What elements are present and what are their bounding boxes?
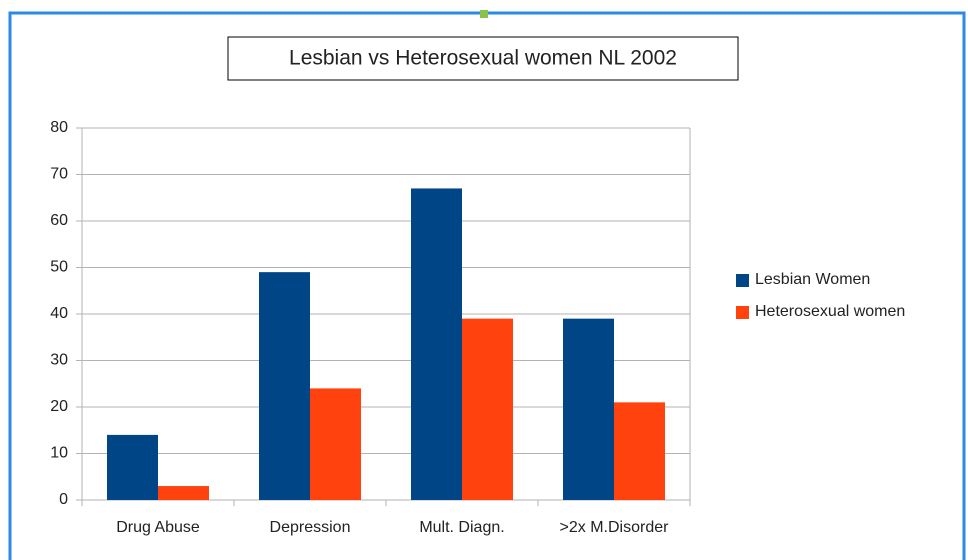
y-tick-label: 60 xyxy=(50,212,68,229)
bar xyxy=(259,272,310,500)
y-tick-label: 80 xyxy=(50,119,68,136)
y-tick-label: 20 xyxy=(50,398,68,415)
legend-swatch xyxy=(736,306,749,319)
bar xyxy=(462,318,513,500)
bar xyxy=(158,486,209,500)
y-tick-label: 50 xyxy=(50,259,68,276)
y-tick-label: 0 xyxy=(59,491,68,508)
x-tick-label: Drug Abuse xyxy=(116,519,200,536)
bar xyxy=(310,388,361,500)
y-tick-label: 40 xyxy=(50,305,68,322)
title-box xyxy=(227,36,739,81)
y-tick-label: 10 xyxy=(50,445,68,462)
bar xyxy=(107,434,158,500)
x-tick-label: >2x M.Disorder xyxy=(560,519,670,536)
x-tick-label: Depression xyxy=(270,519,351,536)
y-tick-label: 30 xyxy=(50,352,68,369)
legend-label: Lesbian Women xyxy=(755,271,870,288)
legend-label: Heterosexual women xyxy=(755,303,905,320)
y-tick-label: 70 xyxy=(50,166,68,183)
bar xyxy=(563,318,614,500)
x-tick-label: Mult. Diagn. xyxy=(419,519,504,536)
bar xyxy=(411,188,462,500)
legend-swatch xyxy=(736,274,749,287)
bar xyxy=(614,402,665,500)
handle xyxy=(480,10,488,18)
chart-title: Lesbian vs Heterosexual women NL 2002 xyxy=(289,47,677,70)
